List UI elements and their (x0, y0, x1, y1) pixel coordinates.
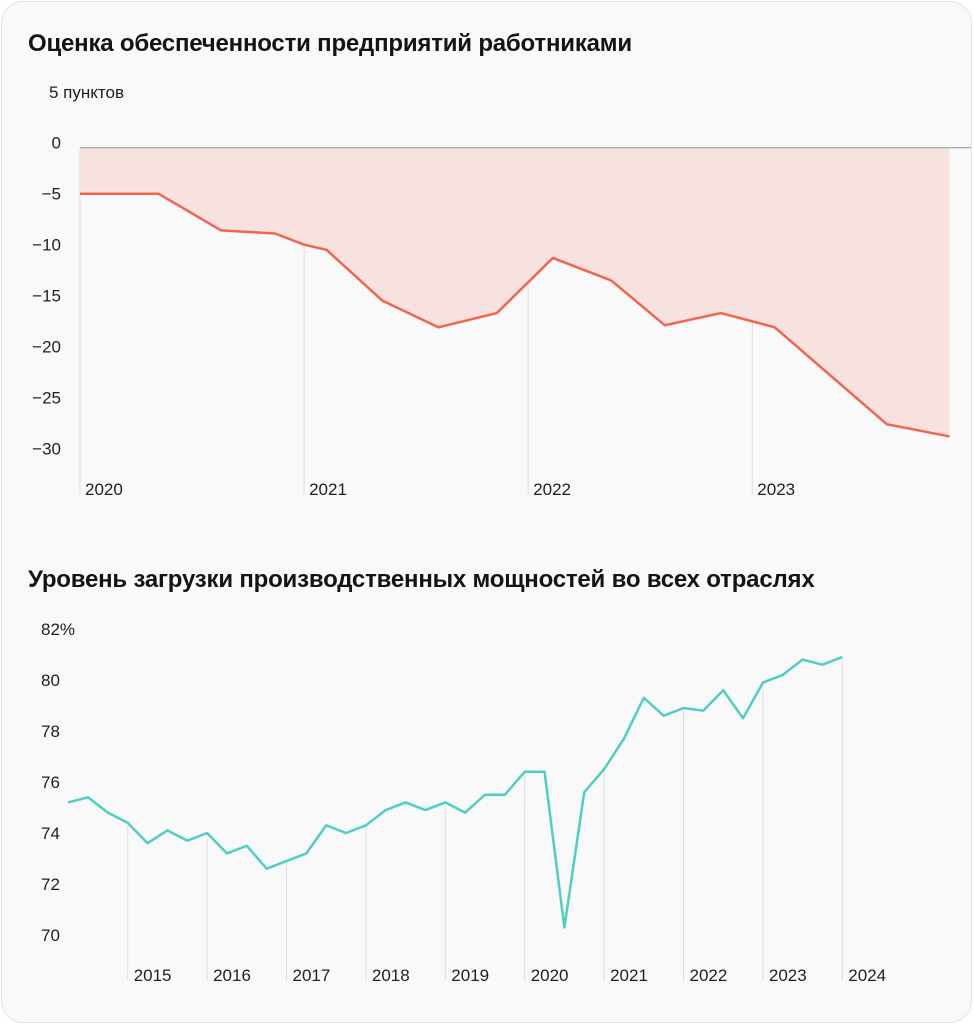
y-tick-label: −20 (32, 338, 61, 357)
x-tick-label: 2015 (134, 966, 172, 985)
y-tick-label: 0 (52, 134, 61, 153)
y-tick-label: −15 (32, 287, 61, 306)
y-tick-label: 82% (41, 620, 75, 639)
y-tick-label: 72 (41, 875, 60, 894)
x-tick-label: 2021 (309, 480, 347, 499)
area-fill (80, 147, 950, 437)
x-tick-label: 2019 (451, 966, 489, 985)
x-tick-label: 2016 (213, 966, 251, 985)
y-tick-label: −5 (42, 185, 61, 204)
y-tick-label: 74 (41, 824, 60, 843)
y-tick-label: −30 (32, 440, 61, 459)
x-tick-label: 2022 (533, 480, 571, 499)
y-tick-label: −25 (32, 389, 61, 408)
x-tick-label: 2017 (293, 966, 331, 985)
y-tick-label: 70 (41, 926, 60, 945)
x-tick-label: 2022 (690, 966, 728, 985)
x-tick-label: 2023 (769, 966, 807, 985)
y-axis-unit-label: 5 пунктов (49, 83, 124, 102)
x-tick-label: 2023 (757, 480, 795, 499)
chart-2-title: Уровень загрузки производственных мощнос… (28, 566, 815, 593)
x-tick-label: 2021 (610, 966, 648, 985)
y-tick-label: −10 (32, 236, 61, 255)
y-tick-label: 78 (41, 722, 60, 741)
y-tick-label: 76 (41, 773, 60, 792)
chart-1-workforce-availability: 5 пунктов 2020 2021 2022 2023 0 −5 −10 −15 −20 −25… (32, 83, 971, 499)
x-tick-label: 2024 (848, 966, 886, 985)
chart-1-title: Оценка обеспеченности предприятий работн… (28, 30, 632, 57)
series-line (67, 655, 843, 929)
x-tick-label: 2020 (531, 966, 569, 985)
x-tick-label: 2020 (85, 480, 123, 499)
x-tick-label: 2018 (372, 966, 410, 985)
y-tick-label: 80 (41, 671, 60, 690)
series-line (80, 192, 950, 438)
